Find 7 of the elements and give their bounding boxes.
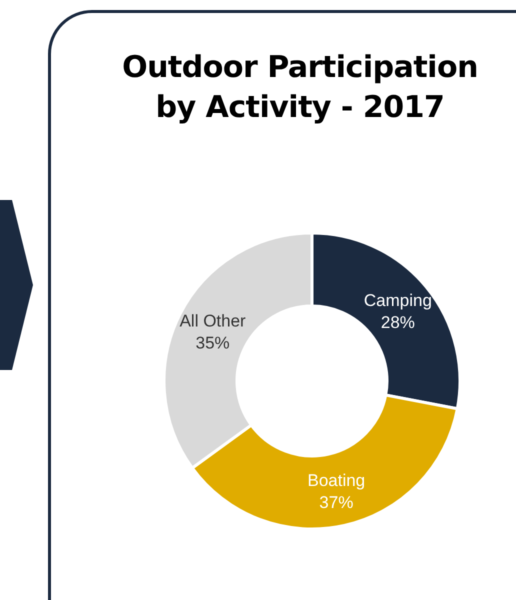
chart-title: Outdoor Participation by Activity - 2017 xyxy=(121,49,479,127)
data-label: 35% xyxy=(196,333,230,352)
slice-label: Camping xyxy=(364,290,432,310)
slice-label: Boating xyxy=(307,470,366,490)
slice-label: All Other xyxy=(180,311,246,330)
data-label: 28% xyxy=(380,312,415,332)
data-label: 37% xyxy=(319,492,354,512)
